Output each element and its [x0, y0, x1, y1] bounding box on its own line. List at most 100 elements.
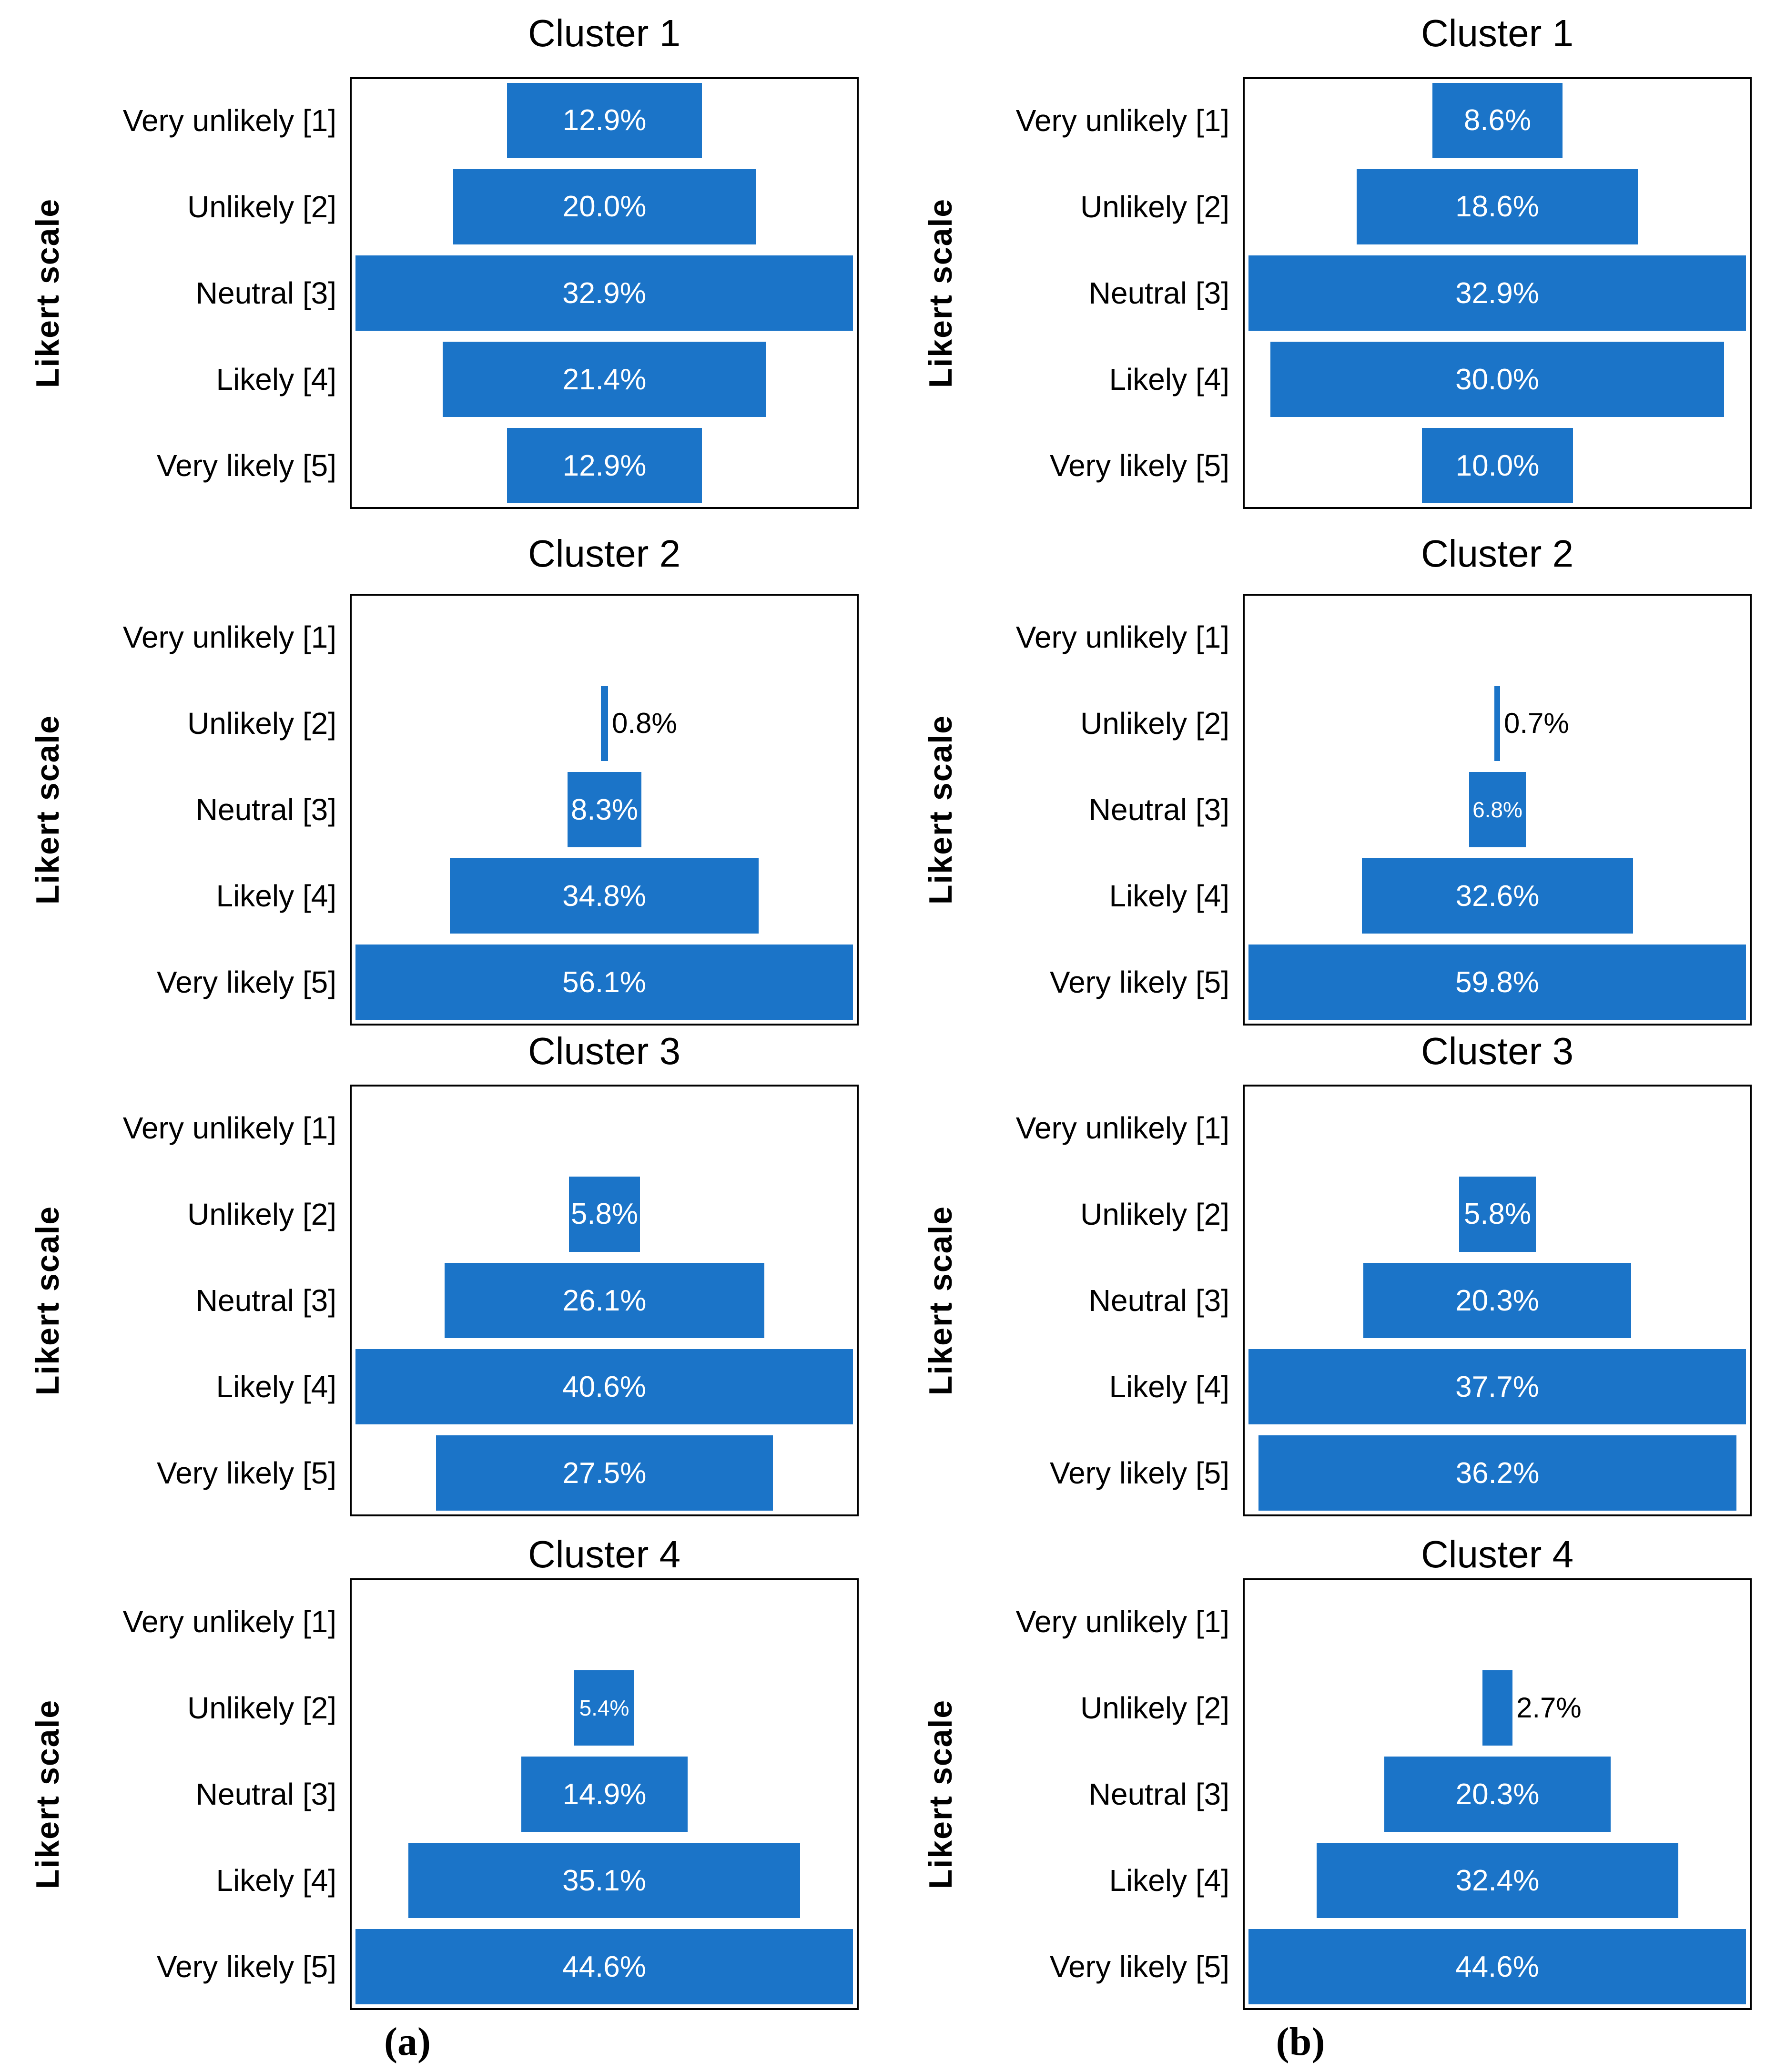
bar-value-label: 37.7% [1455, 1370, 1539, 1403]
bar-value-label: 44.6% [1455, 1950, 1539, 1983]
category-tick-label: Very unlikely [1] [122, 620, 336, 654]
category-tick-label: Very unlikely [1] [1015, 103, 1229, 138]
category-tick-label: Very unlikely [1] [122, 1604, 336, 1639]
bar-value-label: 56.1% [562, 965, 646, 999]
bar-value-label: 26.1% [562, 1284, 647, 1317]
bar [453, 169, 756, 244]
bar-value-label: 35.1% [562, 1864, 646, 1897]
bar-value-label: 5.4% [579, 1695, 629, 1720]
category-tick-label: Unlikely [2] [1080, 1197, 1229, 1231]
bar [601, 685, 608, 761]
bar-value-label: 12.9% [562, 449, 647, 482]
bar-value-label: 20.3% [1455, 1284, 1539, 1317]
bar-value-label: 5.8% [570, 1198, 639, 1231]
caption-a: (a) [384, 2020, 431, 2064]
caption-b: (b) [1276, 2020, 1325, 2064]
category-tick-label: Unlikely [2] [1080, 189, 1229, 224]
bar [507, 428, 702, 504]
category-tick-label: Neutral [3] [1088, 1283, 1229, 1318]
chart-title: Cluster 4 [528, 1533, 681, 1575]
category-tick-label: Likely [4] [216, 1863, 336, 1898]
bar-value-label: 40.6% [562, 1370, 646, 1403]
category-tick-label: Likely [4] [216, 879, 336, 914]
bar-value-label: 20.3% [1455, 1777, 1540, 1811]
bar-value-label: 12.9% [562, 104, 647, 137]
category-tick-label: Neutral [3] [195, 1777, 336, 1811]
chart-title: Cluster 2 [528, 532, 681, 575]
category-tick-label: Neutral [3] [1088, 1777, 1229, 1811]
category-tick-label: Very unlikely [1] [122, 1110, 336, 1145]
bar [445, 1263, 764, 1338]
bar [1384, 1757, 1611, 1832]
bar [1248, 1349, 1746, 1425]
category-tick-label: Neutral [3] [1088, 275, 1229, 310]
bar-value-label: 0.8% [612, 707, 677, 740]
bar [1363, 1263, 1631, 1338]
category-tick-label: Very likely [5] [156, 965, 336, 1000]
category-tick-label: Very unlikely [1] [1015, 620, 1229, 654]
bar [521, 1757, 688, 1832]
bar-value-label: 18.6% [1455, 190, 1539, 223]
bar-value-label: 32.9% [1455, 276, 1539, 310]
bar [1248, 945, 1746, 1020]
category-tick-label: Very likely [5] [156, 1950, 336, 1984]
bar-value-label: 8.6% [1463, 104, 1532, 137]
category-tick-label: Unlikely [2] [187, 1690, 336, 1725]
bar-value-label: 27.5% [562, 1456, 647, 1490]
category-tick-label: Very likely [5] [156, 448, 336, 483]
category-tick-label: Very unlikely [1] [122, 103, 336, 138]
bar [355, 945, 853, 1020]
category-tick-label: Likely [4] [1109, 362, 1229, 397]
category-tick-label: Very unlikely [1] [1015, 1604, 1229, 1639]
category-tick-label: Likely [4] [1109, 1863, 1229, 1898]
chart-title: Cluster 1 [1421, 12, 1574, 54]
bar [1494, 685, 1500, 761]
category-tick-label: Very unlikely [1] [1015, 1110, 1229, 1145]
bar-value-label: 5.8% [1463, 1198, 1532, 1231]
bar-value-label: 2.7% [1516, 1692, 1582, 1724]
category-tick-label: Neutral [3] [195, 275, 336, 310]
bar-value-label: 21.4% [562, 363, 647, 396]
bar [1317, 1843, 1678, 1919]
bar-value-label: 30.0% [1455, 363, 1539, 396]
category-tick-label: Neutral [3] [1088, 792, 1229, 827]
category-tick-label: Likely [4] [1109, 1370, 1229, 1404]
bar [1258, 1435, 1736, 1511]
category-tick-label: Unlikely [2] [1080, 706, 1229, 741]
bar-value-label: 0.7% [1504, 707, 1569, 740]
category-tick-label: Very likely [5] [1049, 1950, 1229, 1984]
bar [1482, 1670, 1512, 1746]
bar-value-label: 59.8% [1455, 965, 1539, 999]
bar [569, 1176, 640, 1252]
bar-value-label: 36.2% [1455, 1456, 1540, 1490]
category-tick-label: Unlikely [2] [187, 189, 336, 224]
chart-title: Cluster 3 [528, 1030, 681, 1072]
category-tick-label: Likely [4] [216, 362, 336, 397]
bar [443, 342, 766, 417]
category-tick-label: Unlikely [2] [187, 706, 336, 741]
bar [1362, 858, 1633, 934]
bar [355, 1929, 853, 2005]
bar-value-label: 32.9% [562, 276, 646, 310]
panel-b: Cluster 1 Likert scale Very unlikely [1] 8.… [893, 0, 1786, 2072]
bar [1248, 1929, 1746, 2005]
bar-value-label: 6.8% [1472, 797, 1522, 822]
bar-value-label: 10.0% [1455, 449, 1540, 482]
category-tick-label: Neutral [3] [195, 792, 336, 827]
category-tick-label: Likely [4] [1109, 879, 1229, 914]
bar [355, 255, 853, 331]
bar-value-label: 14.9% [562, 1777, 647, 1811]
category-tick-label: Very likely [5] [1049, 448, 1229, 483]
chart-title: Cluster 3 [1421, 1030, 1574, 1072]
bar [1357, 169, 1638, 244]
category-tick-label: Very likely [5] [1049, 965, 1229, 1000]
category-tick-label: Unlikely [2] [187, 1197, 336, 1231]
chart-title: Cluster 2 [1421, 532, 1574, 575]
category-tick-label: Very likely [5] [156, 1456, 336, 1491]
bar-value-label: 8.3% [570, 793, 639, 826]
bar [408, 1843, 800, 1919]
chart-title: Cluster 1 [528, 12, 681, 54]
bar-value-label: 44.6% [562, 1950, 646, 1983]
category-tick-label: Likely [4] [216, 1370, 336, 1404]
bar-value-label: 34.8% [562, 879, 646, 913]
